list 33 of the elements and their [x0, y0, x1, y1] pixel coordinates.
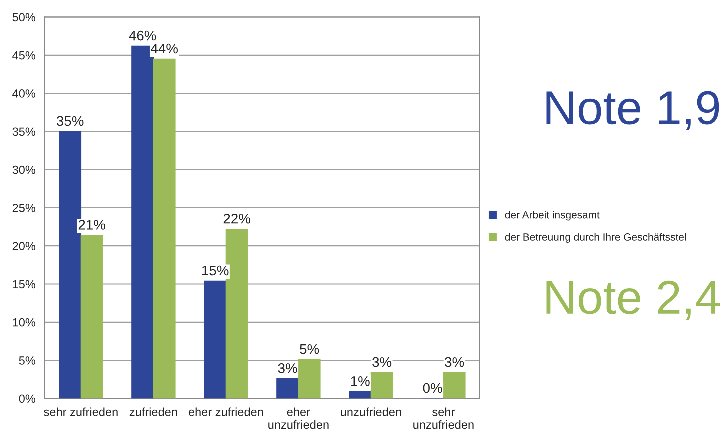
data-label: 22%: [224, 214, 250, 224]
data-label: 3%: [372, 357, 392, 368]
y-tick-label: 25%: [12, 204, 36, 212]
x-tick-label: sehr zufrieden: [44, 408, 118, 416]
data-label: 5%: [300, 344, 320, 354]
y-tick-label: 0%: [19, 394, 36, 404]
y-tick-label: 45%: [12, 51, 36, 60]
data-label: 35%: [56, 116, 84, 126]
data-label: 15%: [202, 266, 229, 276]
y-tick-label: 20%: [12, 242, 36, 250]
legend-label: der Arbeit insgesamt: [505, 211, 600, 221]
data-label: 3%: [445, 357, 464, 368]
x-tick-label: zufrieden: [130, 408, 178, 416]
data-label: 0%: [423, 383, 442, 394]
x-tick-label: sehr unzufrieden: [414, 408, 474, 430]
y-tick-label: 40%: [12, 90, 36, 98]
x-tick-label: eher unzufrieden: [268, 408, 329, 430]
y-tick-label: 5%: [19, 356, 36, 365]
y-tick-label: 10%: [13, 318, 36, 327]
y-tick-label: 35%: [12, 128, 36, 136]
data-label: 21%: [78, 220, 106, 230]
x-tick-label: eher zufrieden: [188, 408, 264, 416]
y-tick-label: 50%: [12, 13, 36, 22]
data-label: 44%: [150, 44, 178, 54]
x-tick-label: unzufrieden: [341, 408, 402, 416]
data-label: 3%: [278, 363, 298, 374]
y-tick-label: 15%: [13, 280, 36, 289]
y-tick-label: 30%: [12, 166, 36, 174]
data-label: 1%: [351, 376, 370, 386]
legend-label: der Betreuung durch Ihre Geschäftsstel: [505, 233, 686, 243]
data-label: 46%: [129, 30, 156, 41]
text: Note 1,9: [546, 91, 720, 130]
text: Note 2,4: [546, 280, 720, 320]
